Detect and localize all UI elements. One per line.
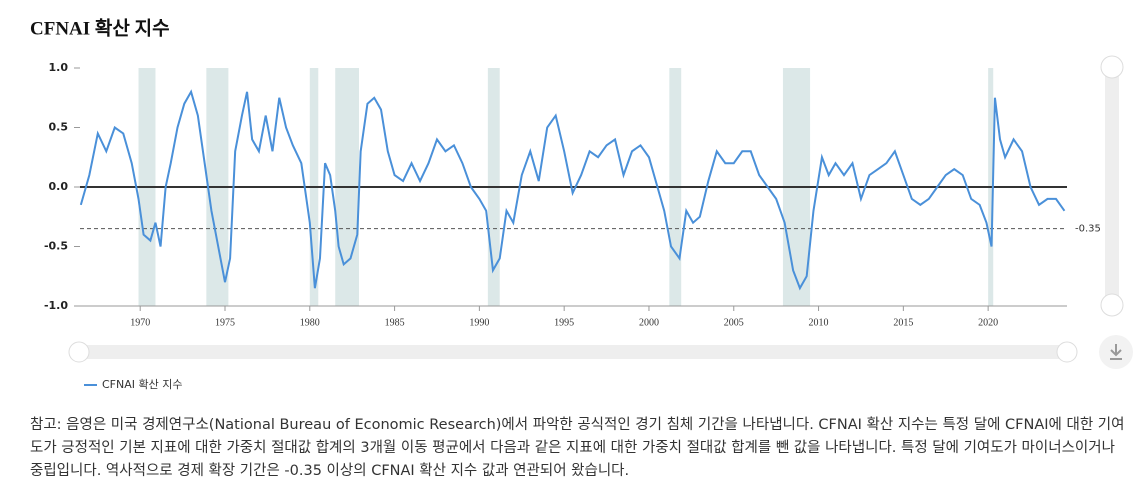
- chart-title: CFNAI 확산 지수: [30, 16, 170, 39]
- x-tick-label: 1990: [469, 317, 489, 328]
- x-tick-label: 1975: [215, 317, 235, 328]
- slider-handle[interactable]: [1100, 55, 1124, 79]
- y-tick-label: 0.5: [49, 121, 69, 134]
- x-tick-label: 2020: [978, 317, 998, 328]
- x-tick-label: 1980: [300, 317, 320, 328]
- y-tick-label: 1.0: [49, 61, 69, 74]
- y-tick-label: -1.0: [44, 299, 68, 312]
- x-tick-label: 2010: [809, 317, 829, 328]
- range-slider[interactable]: [68, 55, 1124, 363]
- x-tick-label: 1985: [385, 317, 405, 328]
- slider-handle[interactable]: [1056, 341, 1078, 363]
- note: 참고: 음영은 미국 경제연구소(National Bureau of Econ…: [30, 417, 1125, 479]
- y-tick-label: -0.5: [44, 240, 68, 253]
- x-tick-label: 2005: [724, 317, 744, 328]
- reference-label: -0.35: [1075, 224, 1101, 235]
- slider-track: [1105, 70, 1119, 310]
- slider-handle[interactable]: [1100, 293, 1124, 317]
- download-icon: [1110, 344, 1122, 360]
- slider-track: [70, 345, 1076, 359]
- x-tick-label: 2015: [893, 317, 913, 328]
- chart: CFNAI 확산 지수 1.0 0.5 0.0 -0.5 -1.0 1970 1975 198…: [30, 16, 1133, 391]
- download-button[interactable]: [1099, 335, 1133, 369]
- x-tick-label: 1995: [554, 317, 574, 328]
- legend-label: CFNAI 확산 지수: [102, 378, 182, 391]
- x-tick-label: 1970: [130, 317, 150, 328]
- series-line: [79, 89, 1066, 291]
- slider-handle[interactable]: [68, 341, 90, 363]
- x-tick-label: 2000: [639, 317, 659, 328]
- y-tick-label: 0.0: [49, 180, 69, 193]
